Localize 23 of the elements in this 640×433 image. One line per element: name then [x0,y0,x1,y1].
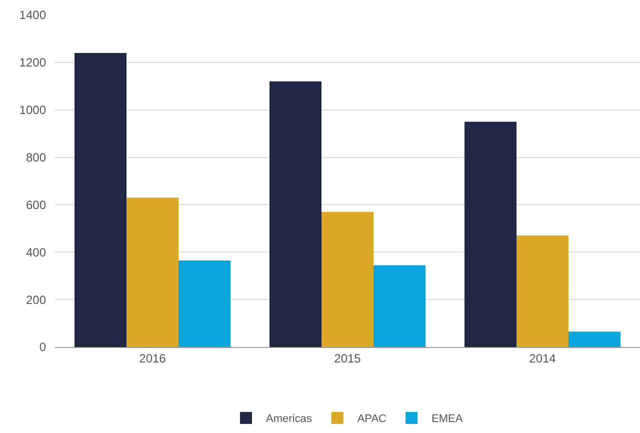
y-tick-label: 600 [26,198,46,212]
x-tick-label: 2016 [139,351,166,366]
legend-label: APAC [357,413,387,426]
bar [126,198,178,347]
x-tick-label: 2014 [529,351,556,366]
bar [568,332,620,347]
bar [464,122,516,347]
bar [270,81,322,347]
bar [178,260,230,347]
y-tick-label: 800 [26,150,46,164]
bar [322,212,374,347]
y-tick-label: 1200 [19,56,46,70]
bar [374,265,426,347]
y-tick-label: 1400 [19,8,46,22]
y-tick-label: 0 [39,340,46,354]
legend-label: Americas [266,413,312,426]
bar [74,52,126,347]
y-tick-label: 400 [26,245,46,260]
bar [516,236,568,347]
legend-label: EMEA [432,413,464,426]
y-tick-label: 200 [26,292,46,307]
x-tick-label: 2015 [334,351,362,366]
y-tick-label: 1000 [19,103,46,118]
